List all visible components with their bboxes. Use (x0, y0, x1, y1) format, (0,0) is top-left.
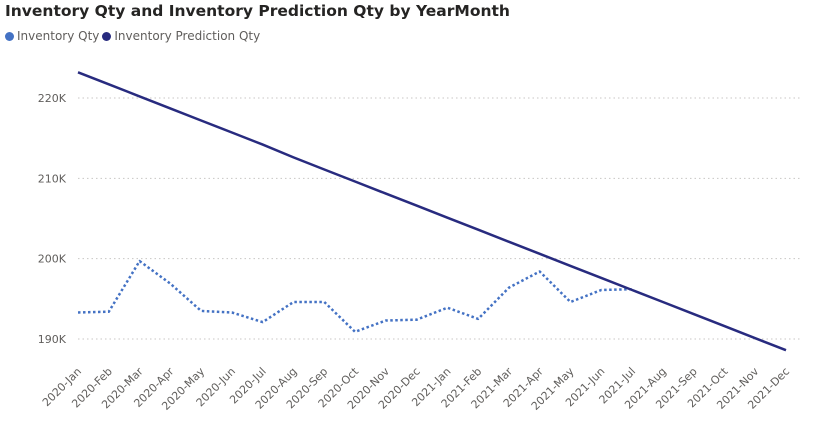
gridlines (78, 97, 800, 340)
data-point-inventory-prediction-qty[interactable] (260, 142, 266, 148)
data-point-inventory-prediction-qty[interactable] (598, 275, 604, 281)
data-point-inventory-prediction-qty[interactable] (352, 179, 358, 185)
data-point-inventory-prediction-qty[interactable] (290, 154, 296, 160)
data-point-inventory-prediction-qty[interactable] (198, 117, 204, 123)
legend-item-inventory-prediction-qty[interactable]: Inventory Prediction Qty (102, 29, 260, 43)
data-point-inventory-prediction-qty[interactable] (537, 251, 543, 257)
data-point-inventory-qty[interactable] (506, 285, 512, 291)
x-axis: 2020-Jan2020-Feb2020-Mar2020-Apr2020-May… (40, 364, 792, 412)
data-point-inventory-qty[interactable] (106, 309, 112, 315)
legend-label-inventory-qty: Inventory Qty (17, 29, 100, 43)
data-point-inventory-prediction-qty[interactable] (475, 227, 481, 233)
chart-legend: Inventory Qty Inventory Prediction Qty (5, 29, 263, 43)
data-point-inventory-qty[interactable] (290, 299, 296, 305)
data-point-inventory-qty[interactable] (167, 281, 173, 287)
data-point-inventory-qty[interactable] (383, 318, 389, 324)
data-point-inventory-qty[interactable] (321, 299, 327, 305)
data-point-inventory-qty[interactable] (568, 299, 574, 305)
data-point-inventory-qty[interactable] (352, 329, 358, 335)
data-point-inventory-prediction-qty[interactable] (229, 130, 235, 136)
legend-marker-inventory-prediction-qty (102, 31, 112, 41)
data-point-inventory-prediction-qty[interactable] (721, 323, 727, 329)
series-line-inventory-qty[interactable] (77, 259, 633, 334)
data-point-inventory-prediction-qty[interactable] (321, 166, 327, 172)
data-point-inventory-qty[interactable] (198, 308, 204, 314)
data-point-inventory-qty[interactable] (229, 309, 235, 315)
data-point-inventory-qty[interactable] (137, 258, 143, 264)
legend-item-inventory-qty[interactable]: Inventory Qty (5, 29, 99, 43)
data-point-inventory-prediction-qty[interactable] (137, 93, 143, 99)
data-point-inventory-qty[interactable] (598, 287, 604, 293)
data-point-inventory-prediction-qty[interactable] (444, 215, 450, 221)
data-point-inventory-prediction-qty[interactable] (506, 239, 512, 245)
data-point-inventory-qty[interactable] (444, 305, 450, 311)
legend-marker-inventory-qty (5, 31, 14, 41)
data-point-inventory-prediction-qty[interactable] (629, 287, 635, 293)
data-point-inventory-qty[interactable] (537, 269, 543, 275)
chart-title: Inventory Qty and Inventory Prediction Q… (5, 2, 510, 20)
data-point-inventory-qty[interactable] (75, 309, 81, 315)
data-point-inventory-qty[interactable] (414, 317, 420, 323)
data-point-inventory-prediction-qty[interactable] (167, 105, 173, 111)
y-tick-label: 190K (38, 333, 67, 346)
legend-label-inventory-prediction-qty: Inventory Prediction Qty (114, 29, 261, 43)
y-tick-label: 210K (38, 172, 67, 185)
data-point-inventory-prediction-qty[interactable] (106, 81, 112, 87)
data-point-inventory-prediction-qty[interactable] (75, 69, 81, 75)
plot-area (75, 69, 789, 353)
y-tick-label: 200K (38, 253, 67, 266)
data-point-inventory-prediction-qty[interactable] (691, 311, 697, 317)
y-axis: 190K 200K 210K 220K (38, 92, 67, 346)
data-point-inventory-prediction-qty[interactable] (383, 191, 389, 197)
y-tick-label: 220K (38, 92, 67, 105)
data-point-inventory-prediction-qty[interactable] (752, 335, 758, 341)
data-point-inventory-prediction-qty[interactable] (568, 263, 574, 269)
data-point-inventory-prediction-qty[interactable] (660, 299, 666, 305)
data-point-inventory-prediction-qty[interactable] (414, 203, 420, 209)
data-point-inventory-qty[interactable] (475, 316, 481, 322)
series-line-inventory-prediction-qty[interactable] (77, 71, 787, 352)
data-point-inventory-qty[interactable] (260, 319, 266, 325)
data-point-inventory-prediction-qty[interactable] (783, 347, 789, 353)
